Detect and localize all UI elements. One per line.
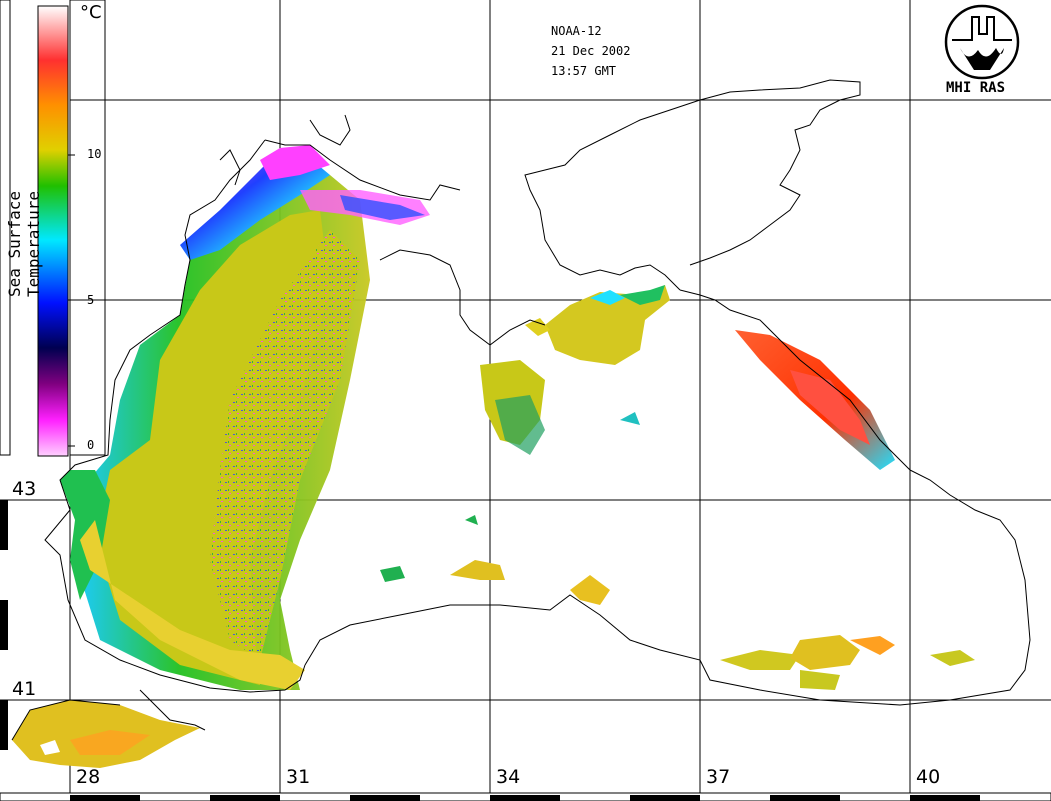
- latitude-label: 43: [12, 478, 37, 500]
- sst-field-west: [60, 145, 430, 690]
- image-date: 21 Dec 2002: [551, 44, 631, 58]
- colorbar-tick-label: 5: [87, 293, 95, 307]
- frame-ruler: [0, 500, 1051, 801]
- logo-text: MHI RAS: [946, 80, 1006, 96]
- longitude-label: 40: [916, 766, 941, 788]
- colorbar-tick-label: 10: [87, 147, 102, 161]
- sst-patches-south: [380, 412, 975, 690]
- satellite-name: NOAA-12: [551, 24, 602, 38]
- longitude-label: 28: [76, 766, 101, 788]
- longitude-label: 34: [496, 766, 521, 788]
- sst-field-marmara: [12, 700, 200, 768]
- latitude-label: 41: [12, 678, 37, 700]
- image-time: 13:57 GMT: [551, 64, 617, 78]
- colorbar-tick-label: 0: [87, 438, 95, 452]
- sst-field-east: [735, 330, 895, 470]
- coastline: [11, 79, 1031, 741]
- sst-field-crimea: [480, 285, 670, 455]
- colorbar-unit: °C: [80, 2, 102, 23]
- mhi-ras-emblem-icon: [944, 4, 1020, 80]
- longitude-label: 31: [286, 766, 311, 788]
- longitude-label: 37: [706, 766, 731, 788]
- colorbar: [0, 0, 106, 457]
- colorbar-gradient: [37, 5, 69, 457]
- colorbar-title: Sea Surface Temperature: [5, 191, 43, 297]
